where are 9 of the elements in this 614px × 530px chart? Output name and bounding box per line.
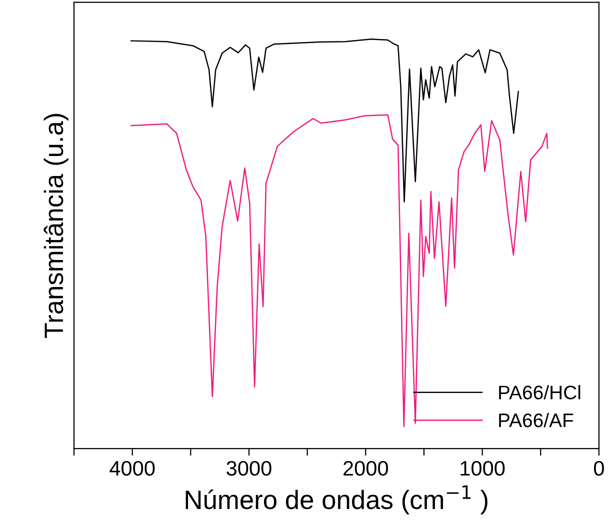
legend-label: PA66/HCl — [499, 385, 580, 400]
x-tick-label: 3000 — [226, 460, 272, 476]
x-tick-label: 0 — [594, 460, 604, 476]
x-tick-label: 1000 — [460, 460, 505, 476]
y-axis-title: Transmitância (u.a) — [44, 114, 68, 338]
x-tick-label: 4000 — [110, 460, 155, 476]
x-axis-title: Número de ondas (cm$^{−1}$ ) — [186, 485, 488, 514]
legend-label: PA66/AF — [499, 412, 574, 428]
x-tick-label: 2000 — [344, 460, 388, 476]
